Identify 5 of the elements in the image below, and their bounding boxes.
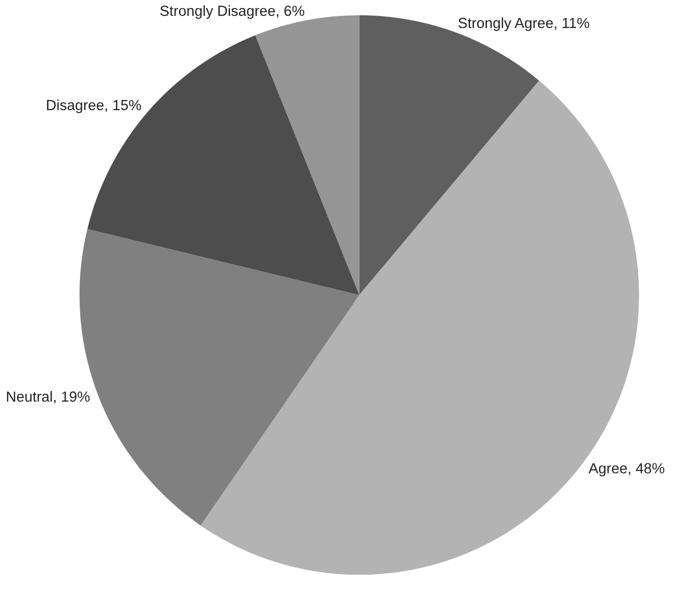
slice-label: Strongly Disagree, 6% [160, 5, 304, 19]
slice-label: Disagree, 15% [47, 100, 141, 114]
slice-label: Neutral, 19% [6, 391, 90, 404]
slice-label: Agree, 48% [588, 463, 664, 476]
slice-label: Strongly Agree, 11% [458, 17, 590, 32]
